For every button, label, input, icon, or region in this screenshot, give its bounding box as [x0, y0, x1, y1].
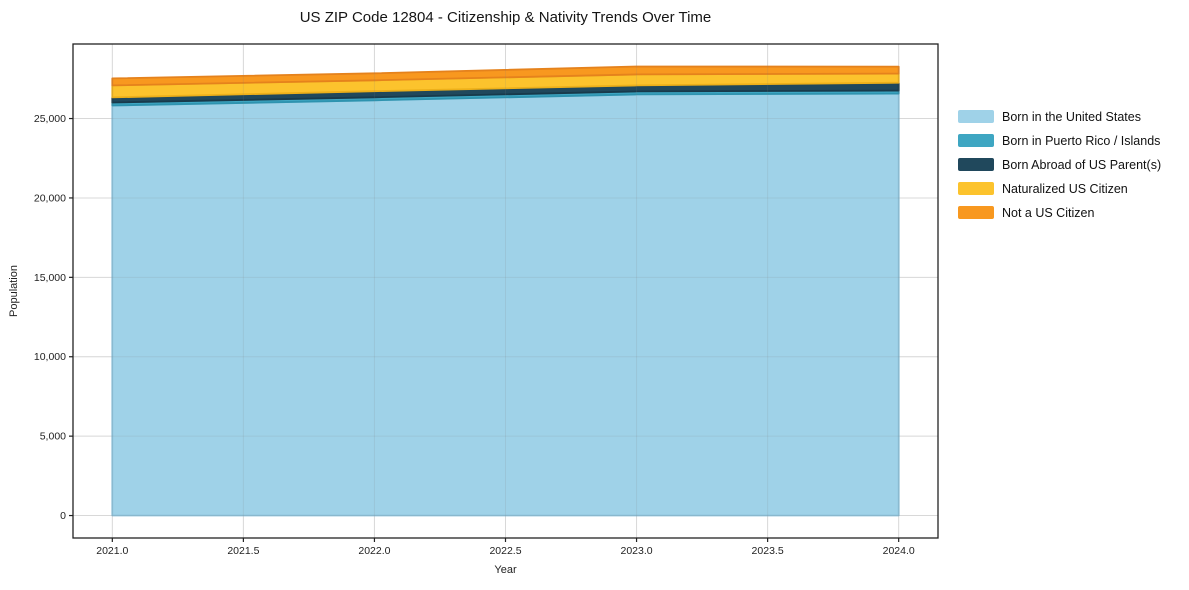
- y-tick-label: 20,000: [34, 192, 66, 204]
- y-tick-label: 5,000: [40, 431, 66, 443]
- legend: Born in the United States Born in Puerto …: [958, 110, 1161, 230]
- x-axis-label: Year: [494, 564, 517, 576]
- y-tick-label: 25,000: [34, 113, 66, 125]
- y-tick-label: 15,000: [34, 272, 66, 284]
- x-tick-label: 2022.0: [358, 545, 390, 557]
- legend-label: Not a US Citizen: [1002, 205, 1095, 220]
- x-tick-label: 2023.0: [620, 545, 652, 557]
- legend-item: Born Abroad of US Parent(s): [958, 157, 1162, 172]
- legend-swatch: [958, 158, 994, 171]
- chart-title: US ZIP Code 12804 - Citizenship & Nativi…: [299, 9, 712, 26]
- legend-item: Not a US Citizen: [958, 205, 1161, 220]
- y-tick-label: 0: [60, 510, 66, 522]
- y-axis-label: Population: [8, 265, 20, 317]
- legend-label: Born in the United States: [1002, 109, 1141, 124]
- x-tick-label: 2024.0: [883, 545, 915, 557]
- x-tick-label: 2021.5: [227, 545, 259, 557]
- legend-swatch: [958, 134, 994, 147]
- x-tick-label: 2023.5: [752, 545, 784, 557]
- x-tick-label: 2021.0: [96, 545, 128, 557]
- x-tick-label: 2022.5: [489, 545, 521, 557]
- legend-item: Born in Puerto Rico / Islands: [958, 133, 1161, 148]
- legend-item: Naturalized US Citizen: [958, 181, 1161, 196]
- legend-item: Born in the United States: [958, 109, 1161, 124]
- legend-label: Born Abroad of US Parent(s): [1002, 157, 1162, 172]
- area-series-4: [111, 65, 900, 87]
- legend-swatch: [958, 206, 994, 219]
- legend-swatch: [958, 110, 994, 123]
- legend-label: Born in Puerto Rico / Islands: [1002, 133, 1161, 148]
- legend-label: Naturalized US Citizen: [1002, 181, 1128, 196]
- legend-swatch: [958, 182, 994, 195]
- y-tick-label: 10,000: [34, 351, 66, 363]
